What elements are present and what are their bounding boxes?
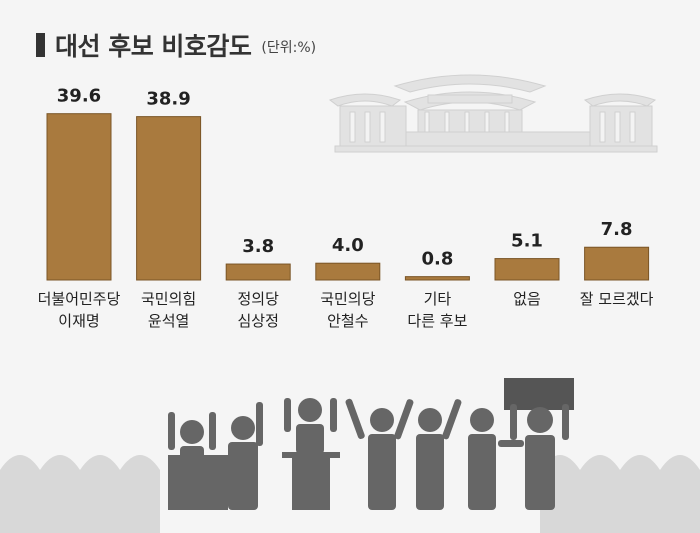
data-label: 38.9 — [146, 89, 190, 110]
bars — [46, 113, 650, 281]
chart-unit: (단위:%) — [261, 40, 317, 56]
chart-header: 대선 후보 비호감도 (단위:%) — [36, 28, 316, 62]
category-label: 윤석열 — [148, 312, 189, 330]
category-label: 정의당 — [237, 290, 279, 308]
category-label: 국민의당 — [320, 290, 375, 308]
data-label: 7.8 — [601, 219, 633, 240]
bar — [404, 276, 470, 281]
data-label: 3.8 — [242, 236, 274, 257]
bar — [136, 116, 202, 281]
category-label: 다른 후보 — [407, 312, 467, 330]
bar — [494, 258, 560, 281]
rally-figures-illustration — [168, 378, 574, 510]
blue-house-illustration — [328, 74, 658, 153]
data-label: 5.1 — [511, 231, 543, 252]
value-labels: 39.6 38.9 3.8 4.0 0.8 5.1 7.8 — [57, 86, 633, 270]
bar — [315, 262, 381, 281]
bar — [46, 113, 112, 281]
data-label: 0.8 — [421, 249, 453, 270]
bar — [584, 246, 650, 281]
data-label: 4.0 — [332, 235, 364, 256]
category-label: 기타 — [424, 290, 452, 308]
category-label: 이재명 — [58, 312, 99, 330]
category-label: 더불어민주당 — [38, 290, 121, 308]
category-label: 없음 — [513, 290, 541, 308]
crowd-background — [0, 455, 700, 533]
category-label: 잘 모르겠다 — [580, 290, 654, 308]
category-label: 국민의힘 — [141, 290, 196, 308]
title-marker — [36, 33, 45, 57]
bar — [225, 263, 291, 281]
data-label: 39.6 — [57, 86, 101, 107]
category-label: 안철수 — [327, 312, 368, 330]
category-label: 심상정 — [237, 312, 278, 330]
chart-title: 대선 후보 비호감도 — [55, 32, 252, 61]
